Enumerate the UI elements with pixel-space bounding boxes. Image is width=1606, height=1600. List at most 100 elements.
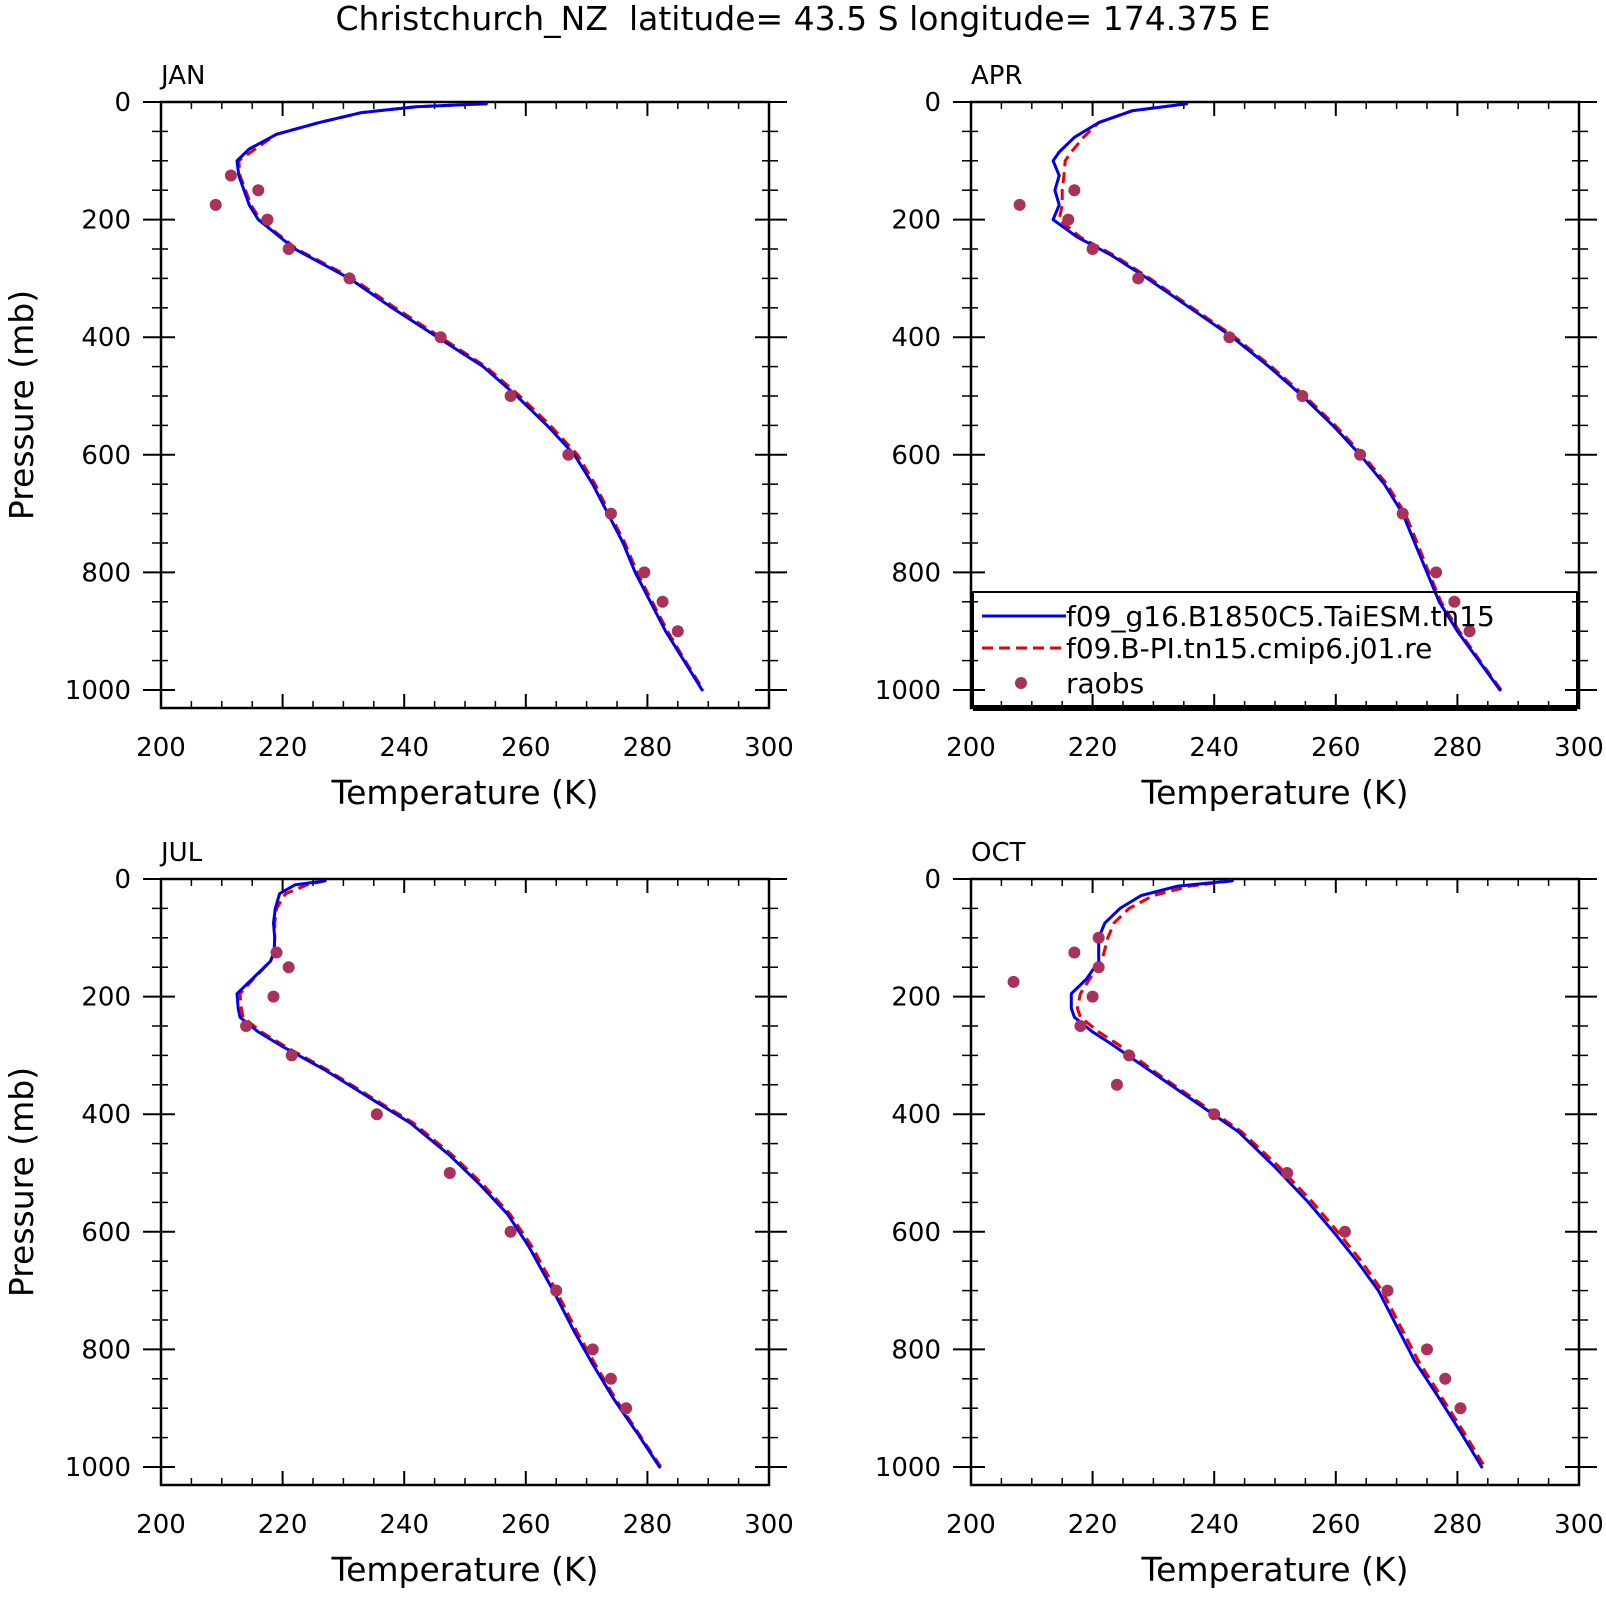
x-tick-label-jul-260: 260 bbox=[501, 1510, 551, 1540]
raobs-point-oct bbox=[1068, 946, 1081, 959]
x-tick-label-jan-260: 260 bbox=[501, 733, 551, 763]
y-tick-label-jul-0: 0 bbox=[114, 865, 131, 895]
panel-title-jan: JAN bbox=[159, 61, 205, 91]
x-tick-label-apr-300: 300 bbox=[1554, 733, 1604, 763]
raobs-point-jul bbox=[282, 961, 295, 974]
raobs-point-jan bbox=[671, 625, 684, 638]
x-tick-label-apr-280: 280 bbox=[1433, 733, 1483, 763]
raobs-point-jul bbox=[620, 1402, 633, 1415]
x-tick-label-apr-240: 240 bbox=[1189, 733, 1239, 763]
raobs-point-apr bbox=[1396, 507, 1409, 520]
y-tick-label-jul-200: 200 bbox=[81, 983, 131, 1013]
raobs-point-jan bbox=[224, 169, 237, 182]
y-axis-title-jul: Pressure (mb) bbox=[2, 1067, 41, 1297]
raobs-point-jul bbox=[586, 1343, 599, 1356]
y-tick-label-jul-800: 800 bbox=[81, 1335, 131, 1365]
x-tick-label-oct-260: 260 bbox=[1311, 1510, 1361, 1540]
figure-title: Christchurch_NZ latitude= 43.5 S longitu… bbox=[335, 0, 1270, 38]
plot-frame-oct bbox=[969, 877, 1581, 1487]
raobs-point-apr bbox=[1223, 331, 1236, 344]
x-tick-label-jan-220: 220 bbox=[258, 733, 308, 763]
raobs-point-oct bbox=[1074, 1020, 1087, 1032]
panel-jan: JAN 200 220 240 260 280 300 0 200 400 600 800 1000 Te… bbox=[2, 61, 794, 812]
raobs-point-jul bbox=[267, 990, 280, 1003]
raobs-point-jan bbox=[434, 331, 447, 344]
raobs-point-jul bbox=[604, 1372, 617, 1385]
panel-jul: JUL 200 220 240 260 280 300 0 200 400 600 800 1000 Te… bbox=[2, 838, 794, 1589]
raobs-point-jan bbox=[562, 448, 575, 461]
series-taiesm-line-jan bbox=[235, 102, 704, 692]
raobs-point-jan bbox=[261, 213, 274, 226]
raobs-point-apr bbox=[1013, 198, 1026, 211]
x-tick-label-jul-300: 300 bbox=[744, 1510, 794, 1540]
x-tick-label-apr-200: 200 bbox=[946, 733, 996, 763]
x-tick-label-jul-220: 220 bbox=[258, 1510, 308, 1540]
y-tick-label-jan-600: 600 bbox=[81, 441, 131, 471]
legend-swatch-marker bbox=[1015, 677, 1027, 689]
legend-label: f09.B-PI.tn15.cmip6.j01.re bbox=[1066, 632, 1432, 665]
x-tick-label-oct-240: 240 bbox=[1189, 1510, 1239, 1540]
raobs-point-oct bbox=[1110, 1078, 1123, 1091]
x-axis-title-oct: Temperature (K) bbox=[1141, 1550, 1409, 1589]
series-bpi-line-jan bbox=[237, 102, 705, 691]
y-tick-label-oct-400: 400 bbox=[891, 1100, 941, 1130]
x-tick-label-jan-300: 300 bbox=[744, 733, 794, 763]
y-tick-label-oct-0: 0 bbox=[924, 865, 941, 895]
y-tick-label-jan-400: 400 bbox=[81, 323, 131, 353]
y-tick-label-jul-400: 400 bbox=[81, 1100, 131, 1130]
y-tick-label-jul-600: 600 bbox=[81, 1218, 131, 1248]
y-tick-label-jan-0: 0 bbox=[114, 88, 131, 118]
panel-title-oct: OCT bbox=[971, 838, 1026, 868]
raobs-point-apr bbox=[1463, 625, 1476, 638]
y-tick-label-jan-800: 800 bbox=[81, 558, 131, 588]
raobs-point-oct bbox=[1123, 1049, 1136, 1062]
raobs-point-jan bbox=[252, 184, 265, 197]
series-taiesm-line-oct bbox=[1069, 879, 1484, 1469]
plot-frame-jul bbox=[159, 877, 771, 1487]
raobs-point-oct bbox=[1338, 1225, 1351, 1238]
raobs-point-jan bbox=[504, 390, 517, 402]
raobs-point-apr bbox=[1086, 243, 1099, 255]
raobs-point-apr bbox=[1296, 390, 1309, 402]
x-tick-label-oct-200: 200 bbox=[946, 1510, 996, 1540]
raobs-point-jul bbox=[240, 1020, 253, 1032]
legend: f09_g16.B1850C5.TaiESM.tn15f09.B-PI.tn15… bbox=[972, 591, 1578, 711]
raobs-point-jul bbox=[443, 1167, 456, 1179]
y-tick-label-oct-1000: 1000 bbox=[875, 1453, 941, 1483]
x-axis-title-jul: Temperature (K) bbox=[331, 1550, 599, 1589]
y-tick-label-apr-600: 600 bbox=[891, 441, 941, 471]
raobs-point-oct bbox=[1007, 975, 1020, 988]
panel-title-jul: JUL bbox=[159, 838, 203, 868]
x-tick-label-jul-280: 280 bbox=[623, 1510, 673, 1540]
raobs-point-jul bbox=[270, 946, 283, 959]
legend-label: f09_g16.B1850C5.TaiESM.tn15 bbox=[1066, 600, 1495, 633]
y-tick-label-oct-800: 800 bbox=[891, 1335, 941, 1365]
x-axis-title-jan: Temperature (K) bbox=[331, 773, 599, 812]
raobs-point-oct bbox=[1439, 1372, 1452, 1385]
x-tick-label-apr-260: 260 bbox=[1311, 733, 1361, 763]
x-tick-label-oct-300: 300 bbox=[1554, 1510, 1604, 1540]
raobs-point-oct bbox=[1281, 1167, 1294, 1179]
y-tick-label-jan-200: 200 bbox=[81, 206, 131, 236]
raobs-point-apr bbox=[1430, 566, 1443, 579]
y-tick-label-jan-1000: 1000 bbox=[65, 676, 131, 706]
raobs-point-oct bbox=[1092, 931, 1105, 944]
raobs-point-jan bbox=[209, 198, 222, 211]
raobs-point-oct bbox=[1454, 1402, 1467, 1415]
raobs-point-apr bbox=[1132, 272, 1145, 285]
x-tick-label-jan-280: 280 bbox=[623, 733, 673, 763]
raobs-point-jan bbox=[656, 595, 669, 608]
y-tick-label-apr-400: 400 bbox=[891, 323, 941, 353]
panel-title-apr: APR bbox=[971, 61, 1023, 91]
y-tick-label-oct-600: 600 bbox=[891, 1218, 941, 1248]
raobs-point-jan bbox=[343, 272, 356, 285]
raobs-point-oct bbox=[1421, 1343, 1433, 1356]
x-tick-label-oct-220: 220 bbox=[1068, 1510, 1118, 1540]
x-tick-label-jan-200: 200 bbox=[136, 733, 186, 763]
raobs-point-jan bbox=[638, 566, 651, 579]
x-tick-label-jan-240: 240 bbox=[379, 733, 429, 763]
y-tick-label-jul-1000: 1000 bbox=[65, 1453, 131, 1483]
y-tick-label-oct-200: 200 bbox=[891, 983, 941, 1013]
panel-apr: APR 200 220 240 260 280 300 0 200 400 600 800 1000 Te… bbox=[875, 61, 1604, 812]
raobs-point-jul bbox=[504, 1225, 517, 1238]
